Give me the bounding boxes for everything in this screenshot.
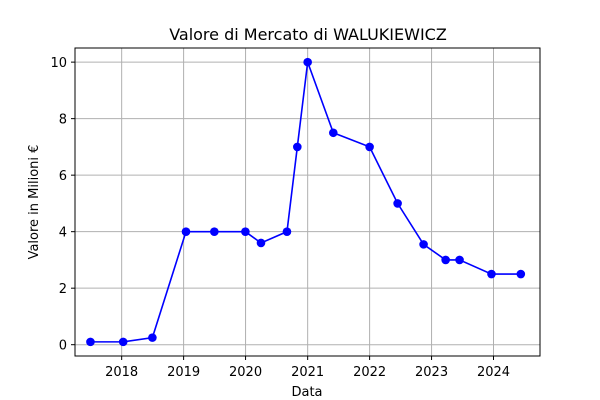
grid: [75, 48, 540, 356]
data-point: [241, 227, 250, 236]
data-point: [256, 238, 266, 248]
data-point: [118, 337, 128, 347]
data-point: [455, 255, 464, 265]
y-tick-label: 2: [59, 282, 67, 297]
data-point: [86, 337, 95, 347]
data-point: [487, 269, 496, 279]
x-tick-label: 2020: [229, 365, 262, 380]
data-point: [293, 142, 302, 152]
data-point: [393, 199, 402, 208]
x-tick-label: 2021: [291, 365, 324, 380]
series-layer: [86, 57, 526, 347]
x-tick-label: 2018: [105, 365, 138, 380]
data-point: [441, 255, 450, 265]
data-point: [282, 227, 292, 236]
y-tick-label: 10: [50, 56, 67, 71]
y-tick-label: 6: [59, 169, 67, 184]
data-point: [210, 227, 219, 236]
data-point: [181, 227, 191, 236]
x-axis-label: Data: [291, 385, 322, 400]
data-point: [303, 57, 312, 67]
y-tick-label: 0: [59, 339, 67, 354]
chart-title: Valore di Mercato di WALUKIEWICZ: [169, 25, 447, 44]
data-point: [148, 333, 157, 342]
y-tick-label: 8: [59, 113, 67, 128]
x-tick-label: 2024: [477, 365, 510, 380]
data-point: [328, 128, 338, 138]
x-tick-label: 2023: [415, 365, 448, 380]
y-axis: 0 2 4 6 8 10: [50, 56, 75, 354]
data-point: [365, 142, 374, 152]
data-point: [419, 240, 428, 249]
x-tick-label: 2022: [353, 365, 386, 380]
data-point: [516, 269, 526, 279]
y-axis-label: Valore in Milioni €: [27, 145, 42, 260]
y-tick-label: 4: [59, 226, 67, 241]
x-axis: 2018 2019 2020 2021 2022 2023 2024: [105, 356, 510, 380]
x-tick-label: 2019: [167, 365, 200, 380]
series-line: [90, 61, 521, 343]
